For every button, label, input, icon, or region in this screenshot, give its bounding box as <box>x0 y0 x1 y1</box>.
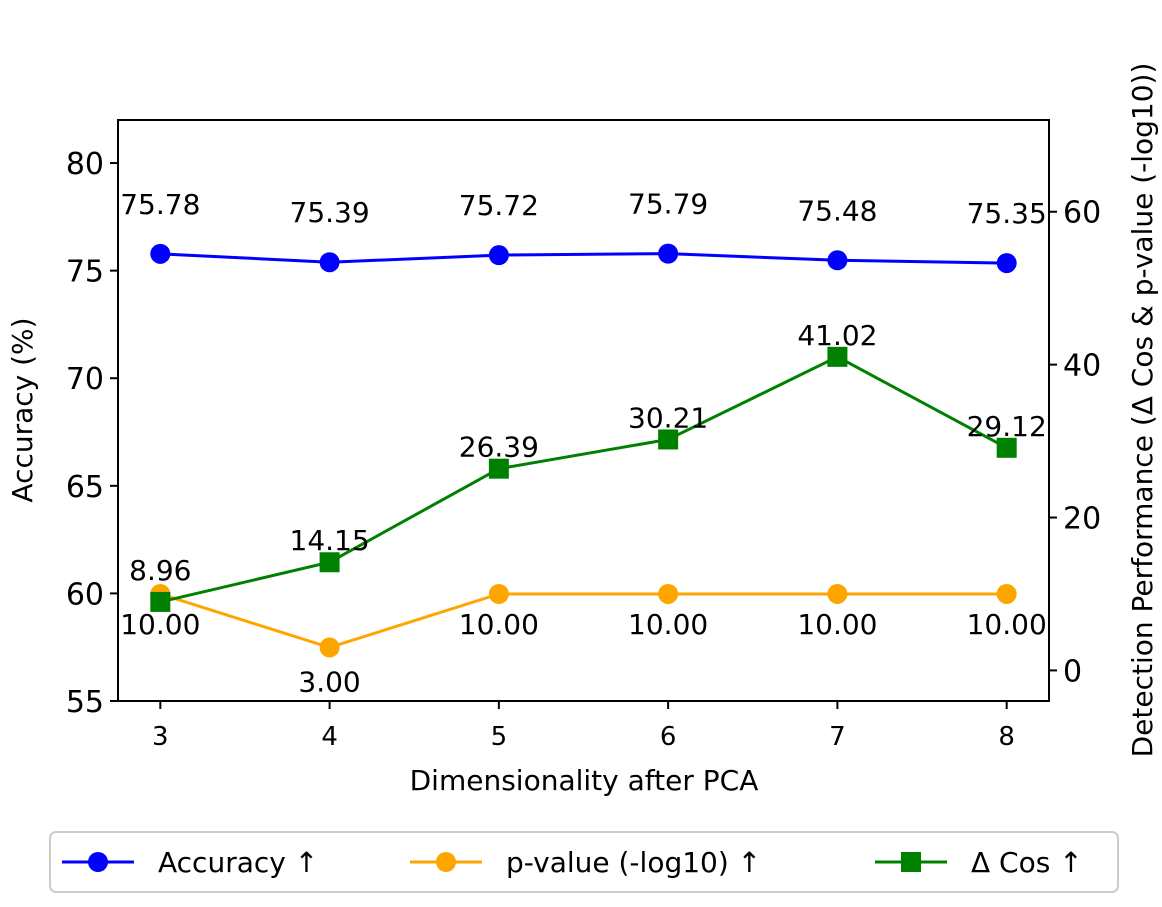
x-tick-label: 6 <box>660 722 677 752</box>
y-left-tick-label: 55 <box>66 685 104 720</box>
x-tick-label: 8 <box>998 722 1015 752</box>
data-label-1: 75.78 <box>120 188 200 221</box>
series-line-2 <box>159 592 1007 650</box>
data-point-1 <box>488 245 509 266</box>
y-left-tick-label: 65 <box>66 470 104 505</box>
y-left-tick-label: 75 <box>66 255 104 290</box>
legend-marker-1 <box>88 852 108 872</box>
data-point-3 <box>150 591 171 612</box>
data-point-3 <box>488 458 509 479</box>
legend-label-3: Δ Cos ↑ <box>971 846 1083 879</box>
y-right-tick-label: 20 <box>1063 502 1101 537</box>
data-point-2 <box>319 637 340 658</box>
x-tick-label: 5 <box>491 722 508 752</box>
legend-marker-3 <box>901 852 921 872</box>
data-point-2 <box>488 583 509 604</box>
data-label-1: 75.79 <box>628 188 708 221</box>
y-right-tick-label: 0 <box>1063 654 1082 689</box>
data-label-3: 8.96 <box>129 554 191 587</box>
data-point-2 <box>996 583 1017 604</box>
legend-label-1: Accuracy ↑ <box>158 846 318 879</box>
data-point-3 <box>319 552 340 573</box>
data-point-1 <box>319 252 340 273</box>
x-tick-label: 3 <box>152 722 169 752</box>
data-point-3 <box>658 429 679 450</box>
data-label-3: 29.12 <box>967 410 1047 443</box>
data-point-1 <box>996 253 1017 274</box>
y-left-tick-label: 60 <box>66 577 104 612</box>
data-point-2 <box>658 583 679 604</box>
plot-area-frame <box>117 119 1050 702</box>
x-tick-label: 7 <box>829 722 846 752</box>
data-label-2: 10.00 <box>120 608 200 641</box>
legend-box <box>49 831 1119 893</box>
legend-label-2: p-value (-log10) ↑ <box>506 846 761 879</box>
data-label-1: 75.48 <box>797 194 877 227</box>
data-label-1: 75.39 <box>290 196 370 229</box>
series-line-3 <box>159 355 1008 604</box>
data-label-2: 10.00 <box>628 608 708 641</box>
data-label-3: 14.15 <box>290 524 370 557</box>
y-right-tick-label: 40 <box>1063 349 1101 384</box>
data-point-1 <box>658 243 679 264</box>
data-label-3: 30.21 <box>628 401 708 434</box>
x-tick-label: 4 <box>321 722 338 752</box>
y-axis-left-title: Accuracy (%) <box>6 317 39 502</box>
series-line-1 <box>160 252 1007 265</box>
data-point-3 <box>996 437 1017 458</box>
data-label-3: 41.02 <box>797 319 877 352</box>
y-axis-right-title: Detection Performance (Δ Cos & p-value (… <box>1126 63 1159 758</box>
data-label-2: 3.00 <box>298 665 360 698</box>
legend: Accuracy ↑ p-value (-log10) ↑ Δ Cos ↑ <box>49 831 1119 893</box>
data-label-2: 10.00 <box>797 608 877 641</box>
data-point-1 <box>827 250 848 271</box>
legend-marker-2 <box>436 852 456 872</box>
y-left-tick-label: 80 <box>66 147 104 182</box>
data-point-2 <box>827 583 848 604</box>
data-label-2: 10.00 <box>967 608 1047 641</box>
y-left-tick-label: 70 <box>66 362 104 397</box>
x-axis-title: Dimensionality after PCA <box>410 764 759 797</box>
y-right-tick-label: 60 <box>1063 196 1101 231</box>
data-label-2: 10.00 <box>459 608 539 641</box>
data-label-1: 75.35 <box>967 197 1047 230</box>
data-point-1 <box>150 243 171 264</box>
data-point-3 <box>827 346 848 367</box>
data-label-1: 75.72 <box>459 189 539 222</box>
data-label-3: 26.39 <box>459 431 539 464</box>
